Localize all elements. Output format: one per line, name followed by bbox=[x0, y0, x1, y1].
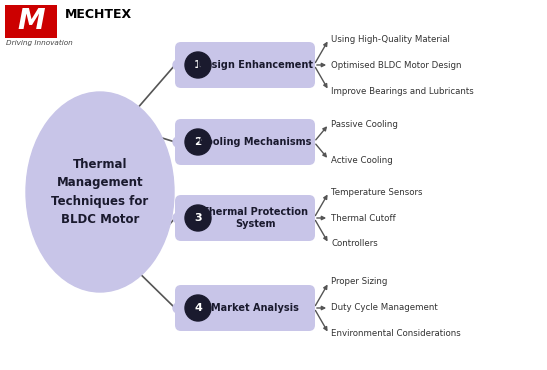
Text: 3: 3 bbox=[194, 213, 202, 223]
Text: Improve Bearings and Lubricants: Improve Bearings and Lubricants bbox=[331, 87, 474, 95]
Circle shape bbox=[173, 213, 183, 223]
Text: 4: 4 bbox=[194, 303, 202, 313]
FancyBboxPatch shape bbox=[175, 195, 315, 241]
Text: Passive Cooling: Passive Cooling bbox=[331, 120, 398, 128]
Text: Optimised BLDC Motor Design: Optimised BLDC Motor Design bbox=[331, 61, 462, 70]
Text: Controllers: Controllers bbox=[331, 239, 378, 249]
Text: Cooling Mechanisms: Cooling Mechanisms bbox=[199, 137, 311, 147]
Text: Thermal Protection
System: Thermal Protection System bbox=[202, 207, 308, 229]
FancyBboxPatch shape bbox=[175, 42, 315, 88]
Text: Duty Cycle Management: Duty Cycle Management bbox=[331, 303, 438, 313]
Text: Proper Sizing: Proper Sizing bbox=[331, 278, 387, 286]
Text: Design Enhancement: Design Enhancement bbox=[197, 60, 313, 70]
Text: Market Analysis: Market Analysis bbox=[211, 303, 299, 313]
Circle shape bbox=[173, 137, 183, 147]
Text: Driving Innovation: Driving Innovation bbox=[6, 40, 73, 46]
Text: Thermal Cutoff: Thermal Cutoff bbox=[331, 213, 395, 222]
Text: Thermal
Management
Techniques for
BLDC Motor: Thermal Management Techniques for BLDC M… bbox=[51, 158, 149, 226]
Ellipse shape bbox=[26, 92, 174, 292]
FancyBboxPatch shape bbox=[5, 5, 57, 38]
FancyBboxPatch shape bbox=[175, 119, 315, 165]
Text: M: M bbox=[17, 7, 45, 35]
FancyBboxPatch shape bbox=[175, 285, 315, 331]
Circle shape bbox=[185, 205, 211, 231]
Circle shape bbox=[173, 60, 183, 70]
Circle shape bbox=[185, 52, 211, 78]
Circle shape bbox=[185, 129, 211, 155]
Text: MECHTEX: MECHTEX bbox=[65, 7, 132, 20]
Circle shape bbox=[185, 295, 211, 321]
Text: Environmental Considerations: Environmental Considerations bbox=[331, 330, 461, 339]
Text: Temperature Sensors: Temperature Sensors bbox=[331, 188, 422, 196]
Text: Active Cooling: Active Cooling bbox=[331, 155, 393, 165]
Text: 1: 1 bbox=[194, 60, 202, 70]
Text: 2: 2 bbox=[194, 137, 202, 147]
Circle shape bbox=[173, 303, 183, 313]
Text: Using High-Quality Material: Using High-Quality Material bbox=[331, 34, 450, 44]
